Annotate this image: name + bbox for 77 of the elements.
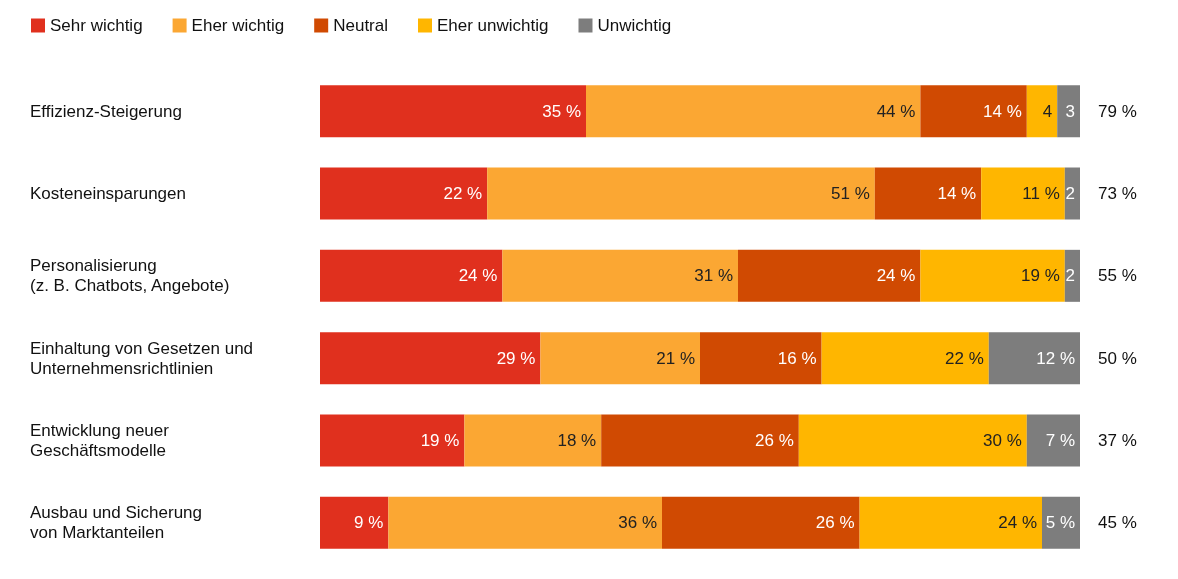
- data-label: 12 %: [1036, 348, 1075, 368]
- legend-label: Eher wichtig: [191, 16, 285, 35]
- bar: [320, 249, 503, 302]
- data-label: 22 %: [443, 184, 483, 203]
- data-label: 51 %: [831, 184, 870, 203]
- bar: [540, 332, 700, 385]
- bar: [320, 167, 488, 220]
- bar: [1057, 85, 1080, 138]
- data-label: 14 %: [983, 101, 1022, 121]
- data-label: 14 %: [937, 184, 977, 203]
- bar: [738, 249, 921, 302]
- bar: [988, 332, 1080, 385]
- data-label: 31 %: [694, 266, 733, 286]
- bar: [586, 85, 921, 138]
- legend-label: Neutral: [333, 16, 388, 35]
- data-label: 30 %: [983, 431, 1022, 450]
- y-tick-label: Ausbau und Sicherung von Marktanteilen: [30, 503, 203, 543]
- y-tick-label: Einhaltung von Gesetzen und Unternehmensrichtlinien: [30, 338, 254, 378]
- data-label: 18 %: [557, 431, 597, 450]
- data-label: 26 %: [755, 431, 794, 450]
- data-label: 26 %: [815, 513, 855, 533]
- bar: [1026, 85, 1058, 138]
- data-label: 11 %: [1022, 184, 1060, 203]
- data-label: 5 %: [1045, 513, 1075, 533]
- text: 73 %: [1098, 184, 1137, 203]
- legend-label: Sehr wichtig: [50, 16, 143, 35]
- bar: [662, 496, 860, 549]
- data-label: 2: [1065, 184, 1075, 203]
- legend-label: Unwichtig: [597, 16, 672, 35]
- text: 45 %: [1098, 513, 1137, 533]
- data-label: 35 %: [542, 101, 581, 121]
- bar: [874, 167, 982, 220]
- data-label: 36 %: [618, 513, 657, 533]
- bar: [1042, 496, 1080, 549]
- bar: [981, 167, 1065, 220]
- bar: [1064, 249, 1080, 302]
- y-tick-label: Kosteneinsparungen: [30, 184, 186, 203]
- data-label: 21 %: [656, 348, 695, 368]
- bar: [320, 332, 541, 385]
- data-label: 24 %: [458, 266, 498, 286]
- text: 37 %: [1098, 431, 1137, 450]
- data-label: 24 %: [998, 513, 1037, 533]
- bar: [1064, 167, 1080, 220]
- bar: [821, 332, 989, 385]
- text: 55 %: [1098, 266, 1137, 286]
- bar: [320, 414, 465, 467]
- bar: [859, 496, 1042, 549]
- bar: [920, 249, 1065, 302]
- data-label: 9 %: [354, 513, 384, 533]
- bar: [601, 414, 799, 467]
- data-label: 2: [1065, 266, 1075, 286]
- data-label: 44 %: [876, 101, 916, 121]
- bar: [388, 496, 662, 549]
- y-tick-label: Entwicklung neuer Geschäftsmodelle: [30, 421, 170, 460]
- bar: [320, 85, 586, 138]
- data-label: 3: [1065, 101, 1075, 121]
- bar: [464, 414, 602, 467]
- data-label: 16 %: [777, 348, 817, 368]
- data-label: 29 %: [496, 348, 536, 368]
- text: 50 %: [1098, 348, 1137, 368]
- data-label: 19 %: [420, 431, 460, 450]
- bar: [320, 496, 389, 549]
- y-tick-label: Effizienz-Steigerung: [30, 101, 182, 121]
- bar: [487, 167, 875, 220]
- data-label: 19 %: [1021, 266, 1060, 286]
- y-tick-label: Personalisierung (z. B. Chatbots, Angebote): [30, 256, 230, 296]
- bar: [920, 85, 1027, 138]
- text: 79 %: [1098, 101, 1137, 121]
- data-label: 22 %: [945, 348, 984, 368]
- data-label: 4: [1042, 101, 1053, 121]
- legend-label: Eher unwichtig: [436, 16, 549, 35]
- data-label: 24 %: [876, 266, 916, 286]
- bar: [700, 332, 822, 385]
- bar: [502, 249, 738, 302]
- data-label: 7 %: [1045, 431, 1075, 450]
- bar: [798, 414, 1027, 467]
- bar: [1026, 414, 1080, 467]
